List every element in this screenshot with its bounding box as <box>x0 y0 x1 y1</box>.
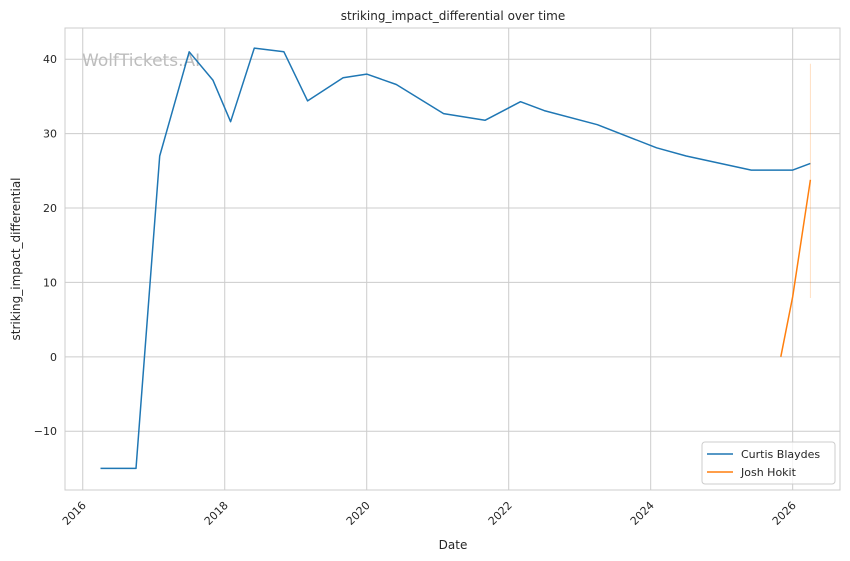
y-tick-label: 10 <box>43 276 57 289</box>
y-tick-label: 30 <box>43 128 57 141</box>
legend-label: Josh Hokit <box>740 466 797 479</box>
legend-label: Curtis Blaydes <box>741 448 820 461</box>
x-tick-label: 2016 <box>60 499 89 528</box>
x-axis-label: Date <box>439 538 468 552</box>
y-tick-label: 20 <box>43 202 57 215</box>
plot-frame <box>64 27 841 491</box>
series-line-curtis-blaydes <box>100 47 811 470</box>
series-line-josh-hokit <box>780 179 812 357</box>
legend: Curtis Blaydes Josh Hokit <box>701 441 836 485</box>
x-tick-label: 2020 <box>344 499 373 528</box>
x-tick-label: 2024 <box>628 499 657 528</box>
x-tick-label: 2026 <box>770 499 799 528</box>
chart-title: striking_impact_differential over time <box>341 9 566 23</box>
x-tick-label: 2022 <box>486 499 515 528</box>
legend-box <box>701 441 836 485</box>
y-axis-label: striking_impact_differential <box>9 177 23 340</box>
watermark: WolfTickets.AI <box>82 51 200 71</box>
y-tick-label: 0 <box>50 351 57 364</box>
x-tick-label: 2018 <box>202 499 231 528</box>
y-tick-label: −10 <box>34 425 57 438</box>
y-tick-label: 40 <box>43 53 57 66</box>
